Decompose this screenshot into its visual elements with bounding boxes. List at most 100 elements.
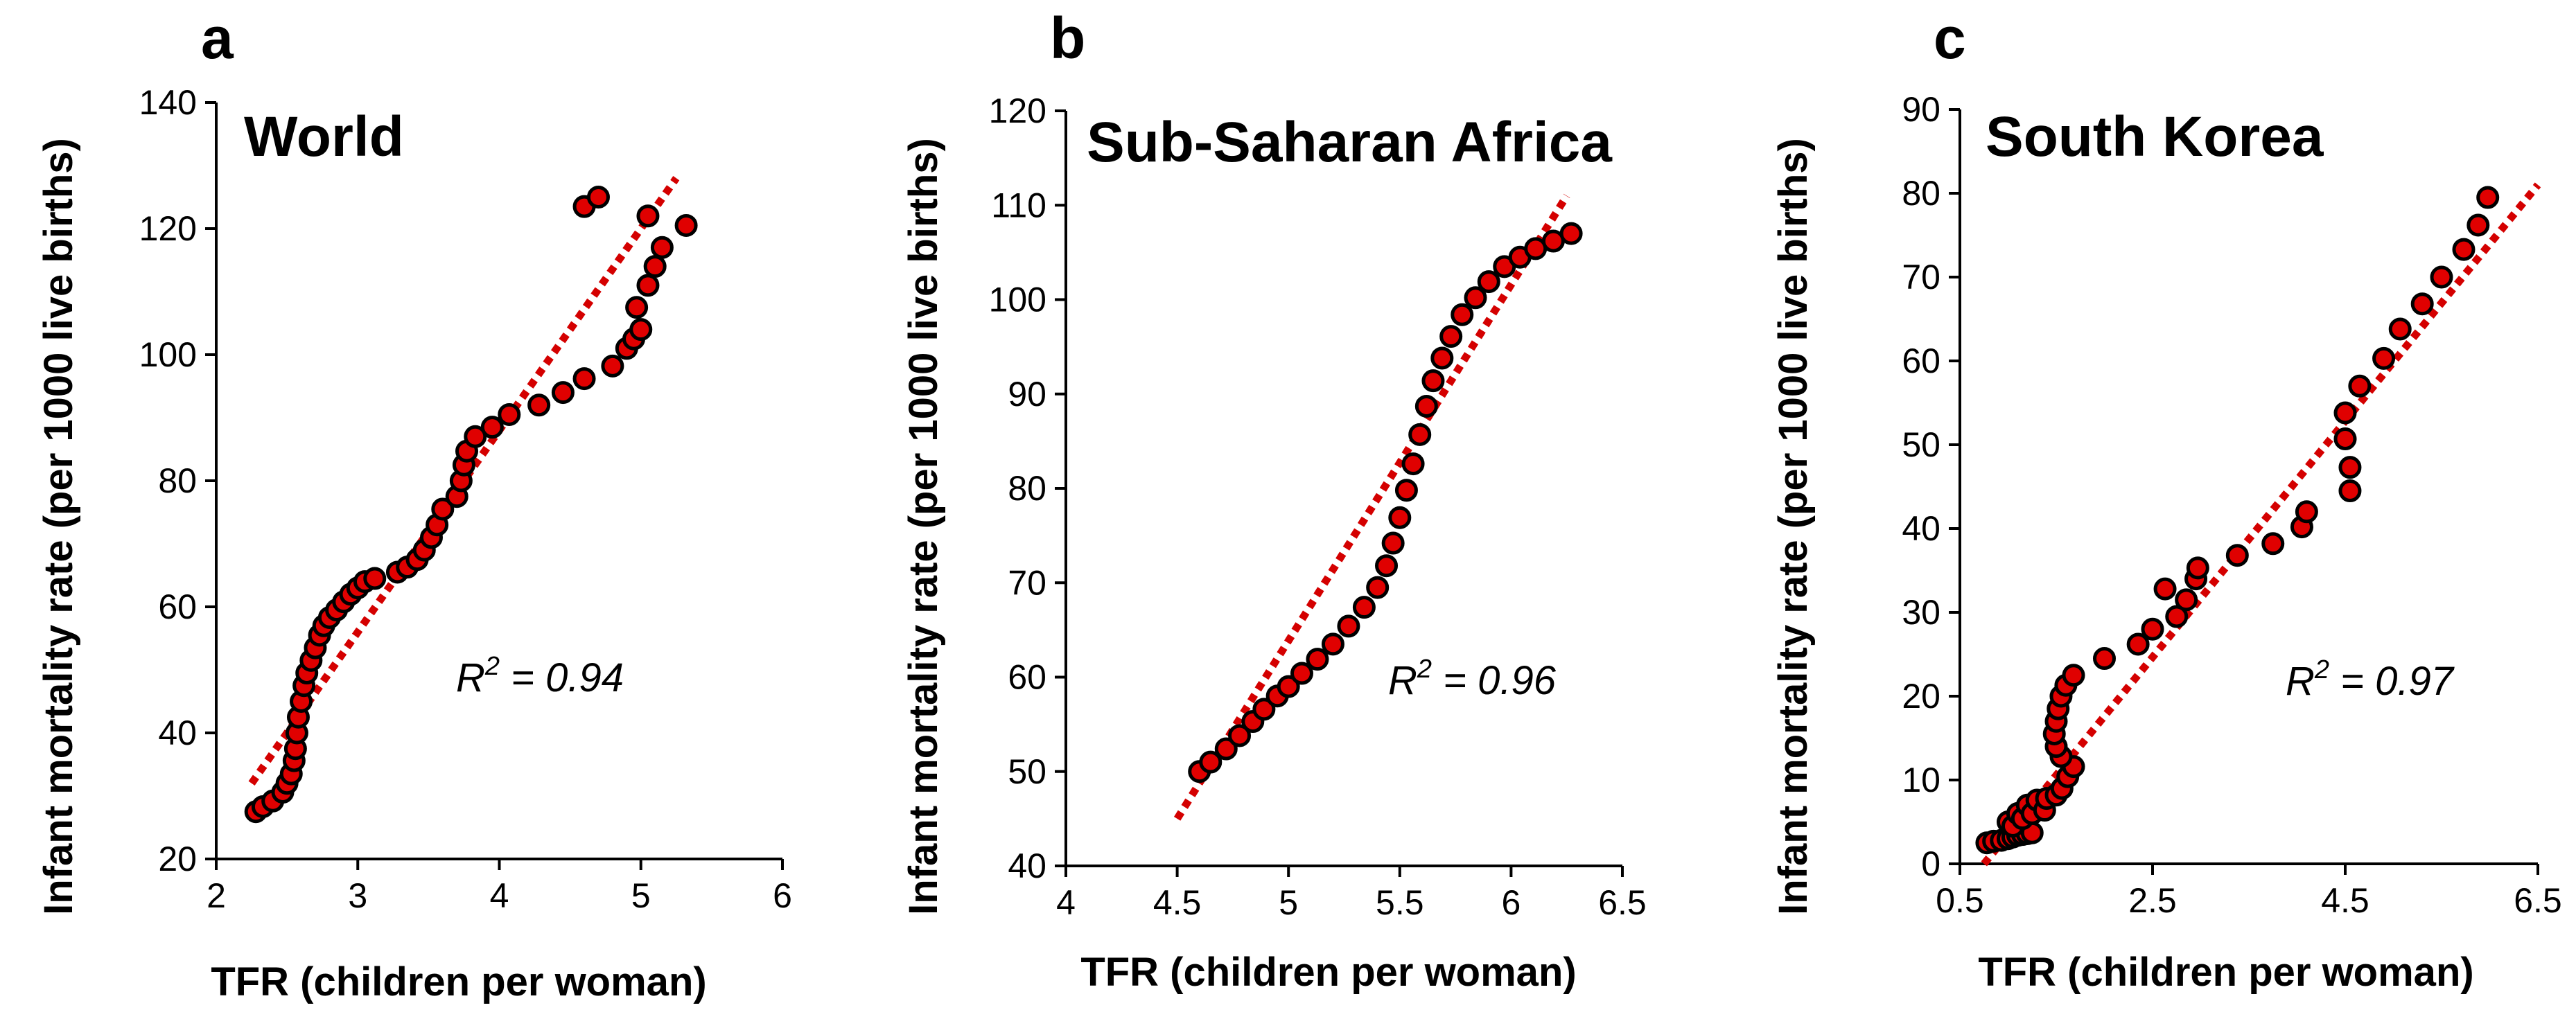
data-point bbox=[464, 425, 487, 448]
data-point bbox=[2165, 605, 2189, 628]
data-point bbox=[2467, 213, 2490, 237]
y-tick-label: 70 bbox=[1008, 563, 1046, 602]
data-point bbox=[1439, 325, 1463, 348]
data-point bbox=[2430, 265, 2453, 289]
panel-a: a World 20 40 60 80 100 120 140 2 3 4 5 6 R2 = 0.94… bbox=[36, 6, 792, 1004]
y-tick-label: 100 bbox=[139, 335, 197, 374]
panel-c: c South Korea 0 10 20 30 40 50 60 70 80 90 0.5 2.5 4… bbox=[1771, 6, 2562, 995]
x-tick-label: 4 bbox=[490, 876, 509, 915]
x-axis-title-b: TFR (children per woman) bbox=[1080, 950, 1576, 995]
data-point bbox=[363, 567, 387, 590]
x-tick-label: 0.5 bbox=[1936, 881, 1984, 920]
y-tick-label: 120 bbox=[989, 91, 1046, 130]
data-point bbox=[629, 318, 653, 342]
x-tick-label: 4.5 bbox=[1153, 883, 1202, 922]
y-axis-title-b: Infant mortality rate (per 1000 live bir… bbox=[901, 138, 946, 915]
data-point bbox=[1306, 648, 1329, 671]
y-tick-label: 20 bbox=[1902, 677, 1940, 716]
y-tick-label: 60 bbox=[1008, 658, 1046, 697]
plot-area-b: 40 50 60 70 80 90 100 110 120 4 4.5 5 5.5 6 6.5 bbox=[989, 91, 1647, 922]
data-point bbox=[1252, 698, 1276, 721]
y-tick-label: 80 bbox=[1902, 174, 1940, 213]
x-axis-title-a: TFR (children per woman) bbox=[211, 959, 706, 1004]
data-point bbox=[625, 296, 649, 319]
data-point bbox=[2126, 632, 2150, 656]
data-point bbox=[480, 416, 504, 439]
data-point bbox=[2093, 647, 2116, 671]
data-point bbox=[2372, 346, 2396, 370]
data-point bbox=[2333, 401, 2357, 425]
data-point bbox=[1394, 479, 1418, 502]
data-point bbox=[1277, 675, 1300, 698]
x-tick-label: 5 bbox=[631, 876, 651, 915]
y-tick-label: 20 bbox=[158, 840, 197, 878]
x-tick-label: 5 bbox=[1279, 883, 1298, 922]
x-tick-label: 6.5 bbox=[2514, 881, 2562, 920]
y-tick-label: 50 bbox=[1008, 752, 1046, 791]
plot-area-c: 0 10 20 30 40 50 60 70 80 90 0.5 2.5 4.5 6.5 bbox=[1902, 90, 2561, 920]
x-tick-label: 6.5 bbox=[1598, 883, 1647, 922]
y-tick-label: 70 bbox=[1902, 258, 1940, 296]
y-tick-label: 80 bbox=[1008, 469, 1046, 508]
x-tick-label: 2.5 bbox=[2128, 881, 2177, 920]
y-tick-label: 60 bbox=[1902, 342, 1940, 380]
y-tick-label: 60 bbox=[158, 587, 197, 626]
r-squared-label-b: R2 = 0.96 bbox=[1388, 655, 1557, 703]
y-tick-label: 100 bbox=[989, 281, 1046, 319]
data-point bbox=[2388, 317, 2412, 341]
data-point bbox=[1559, 222, 1583, 245]
data-point bbox=[674, 213, 698, 237]
data-point bbox=[1414, 394, 1438, 418]
y-tick-label: 40 bbox=[1008, 847, 1046, 885]
data-point bbox=[2186, 556, 2209, 580]
data-point bbox=[1421, 369, 1445, 393]
y-tick-label: 110 bbox=[991, 186, 1046, 224]
y-axis-title-a: Infant mortality rate (per 1000 live bir… bbox=[36, 138, 81, 915]
data-point bbox=[1366, 576, 1390, 599]
data-point bbox=[527, 393, 551, 417]
x-axis-title-c: TFR (children per woman) bbox=[1978, 950, 2473, 995]
data-point bbox=[1408, 423, 1432, 446]
data-point bbox=[2452, 238, 2476, 261]
y-tick-label: 80 bbox=[158, 461, 197, 500]
panel-title-sub-saharan-africa: Sub-Saharan Africa bbox=[1087, 111, 1613, 174]
data-point bbox=[551, 381, 575, 405]
data-point bbox=[1464, 286, 1487, 310]
y-tick-label: 120 bbox=[139, 209, 197, 248]
x-tick-label: 4 bbox=[1056, 883, 1076, 922]
data-point bbox=[2062, 664, 2085, 687]
data-point bbox=[2476, 186, 2500, 209]
data-point bbox=[650, 236, 674, 259]
data-point bbox=[1451, 303, 1474, 326]
data-point bbox=[636, 274, 660, 297]
y-tick-label: 90 bbox=[1902, 90, 1940, 129]
data-point bbox=[2175, 588, 2198, 612]
data-point bbox=[643, 255, 667, 278]
panel-b: b Sub-Saharan Africa 40 50 60 70 80 90 100 110 1… bbox=[901, 6, 1647, 995]
data-point bbox=[2225, 544, 2249, 567]
panel-title-world: World bbox=[244, 105, 404, 168]
r-squared-label-c: R2 = 0.97 bbox=[2286, 655, 2455, 704]
x-tick-label: 5.5 bbox=[1376, 883, 1424, 922]
data-point bbox=[572, 367, 596, 391]
trend-line bbox=[1173, 193, 1570, 821]
panel-letter-a: a bbox=[201, 6, 234, 71]
data-point bbox=[2410, 292, 2434, 316]
y-tick-label: 90 bbox=[1008, 375, 1046, 414]
data-point bbox=[1401, 452, 1425, 476]
data-point bbox=[2261, 532, 2285, 556]
x-tick-label: 4.5 bbox=[2321, 881, 2369, 920]
y-tick-label: 40 bbox=[1902, 509, 1940, 548]
data-point bbox=[601, 354, 624, 378]
trend-line bbox=[248, 176, 680, 786]
data-point bbox=[1321, 632, 1344, 656]
data-point bbox=[1228, 724, 1252, 747]
y-tick-label: 140 bbox=[139, 83, 197, 122]
plot-area-a: 20 40 60 80 100 120 140 2 3 4 5 6 bbox=[139, 83, 792, 915]
data-point bbox=[1290, 662, 1313, 685]
data-point bbox=[2348, 374, 2372, 398]
data-point bbox=[1388, 506, 1412, 529]
data-point bbox=[2153, 577, 2177, 601]
data-point bbox=[2338, 456, 2362, 479]
